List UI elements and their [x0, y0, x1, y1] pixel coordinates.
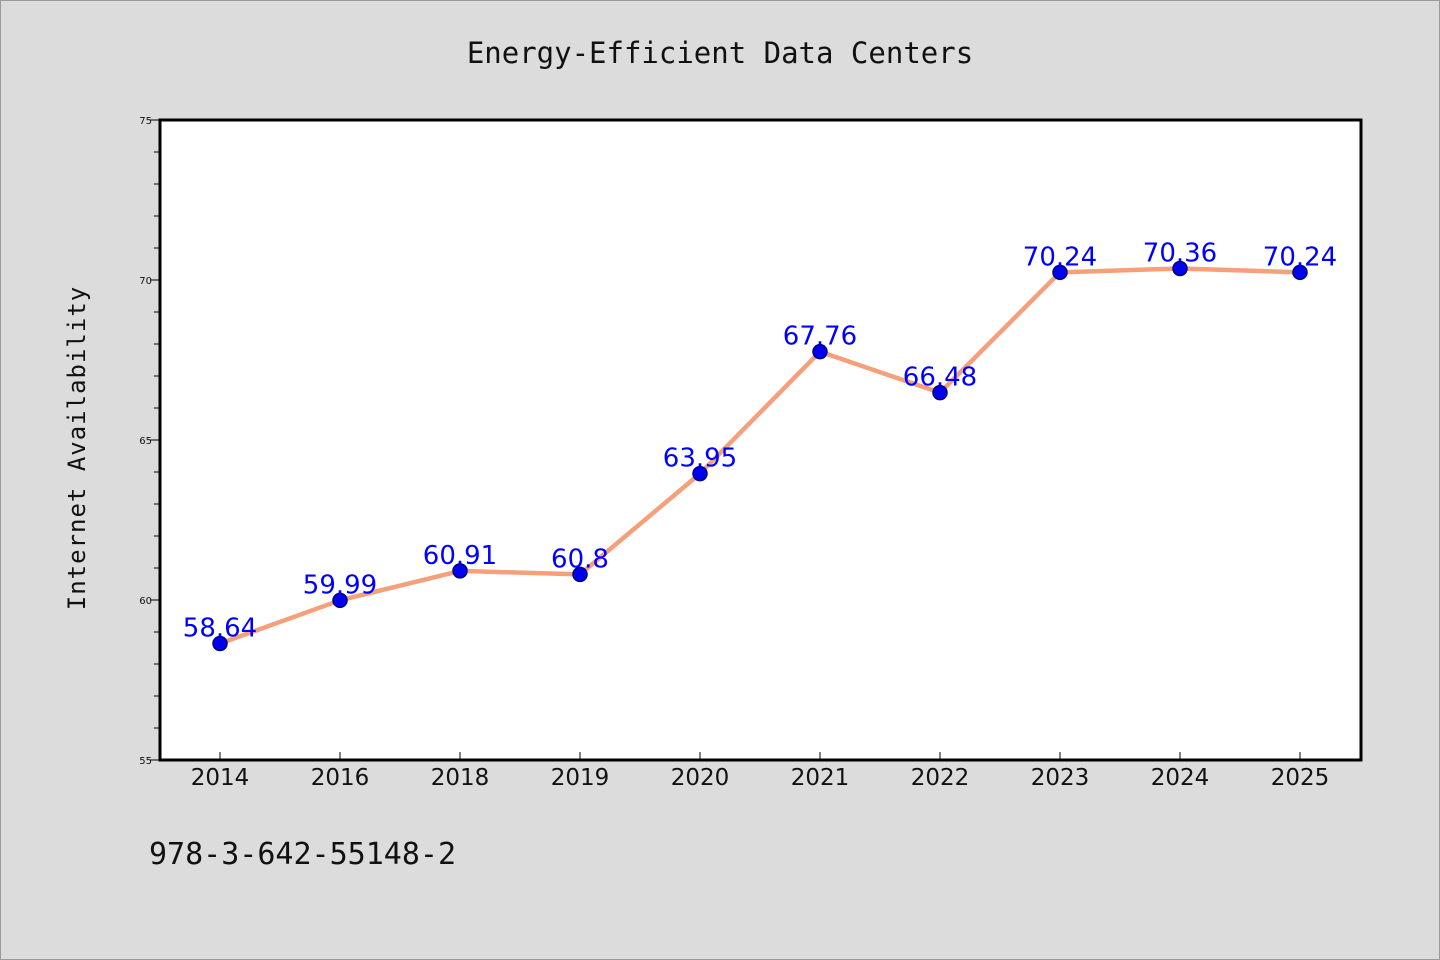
data-label: 70.36 — [1143, 238, 1217, 268]
data-label: 70.24 — [1263, 242, 1337, 272]
x-tick-label: 2024 — [1151, 765, 1210, 791]
data-labels: 58.64 59.99 60.91 60.8 63.95 67.76 66.48 70.24 7… — [183, 238, 1337, 643]
x-tick-label: 2018 — [431, 765, 490, 791]
data-point-marker — [1292, 264, 1308, 281]
y-tick-label: 55 — [139, 756, 152, 767]
x-tick-label: 2020 — [671, 765, 730, 791]
data-point-marker — [332, 592, 348, 609]
data-label: 60.8 — [551, 544, 609, 574]
x-tick-label: 2025 — [1271, 765, 1330, 791]
y-tick-label: 65 — [139, 436, 152, 447]
x-tick-label: 2021 — [791, 765, 850, 791]
y-axis-label: Internet Availability — [63, 286, 91, 610]
y-tick-label: 75 — [139, 116, 152, 127]
data-point-marker — [812, 343, 828, 360]
data-point-marker — [932, 384, 948, 401]
data-point-marker — [212, 635, 228, 652]
data-point-marker — [692, 465, 708, 482]
data-point-marker — [572, 566, 588, 583]
data-label: 59.99 — [303, 570, 377, 600]
data-label: 60.91 — [423, 541, 497, 571]
series-line — [217, 266, 1303, 646]
y-tick-label: 70 — [139, 276, 152, 287]
y-tick-label: 60 — [139, 596, 152, 607]
data-label: 63.95 — [663, 444, 737, 474]
plot-area — [158, 118, 1363, 762]
data-label: 66.48 — [903, 363, 977, 393]
x-tick-label: 2019 — [551, 765, 610, 791]
data-label: 70.24 — [1023, 242, 1097, 272]
x-axis-ticks: 2014 2016 2018 2019 2020 2021 2022 2023 2024 2025 — [191, 752, 1330, 791]
x-tick-label: 2023 — [1031, 765, 1090, 791]
chart-title: Energy-Efficient Data Centers — [467, 36, 973, 70]
y-axis-ticks: 55 60 65 70 75 — [139, 116, 160, 767]
data-label: 58.64 — [183, 614, 257, 644]
series-line-path — [217, 266, 1303, 646]
x-tick-label: 2016 — [311, 765, 370, 791]
x-tick-label: 2022 — [911, 765, 970, 791]
isbn-footer-text: 978-3-642-55148-2 — [149, 837, 456, 872]
data-label: 67.76 — [783, 322, 857, 352]
data-point-marker — [1052, 264, 1068, 281]
data-markers — [212, 260, 1308, 652]
data-point-marker — [452, 563, 468, 579]
x-tick-label: 2014 — [191, 765, 250, 791]
data-point-marker — [1172, 260, 1188, 277]
